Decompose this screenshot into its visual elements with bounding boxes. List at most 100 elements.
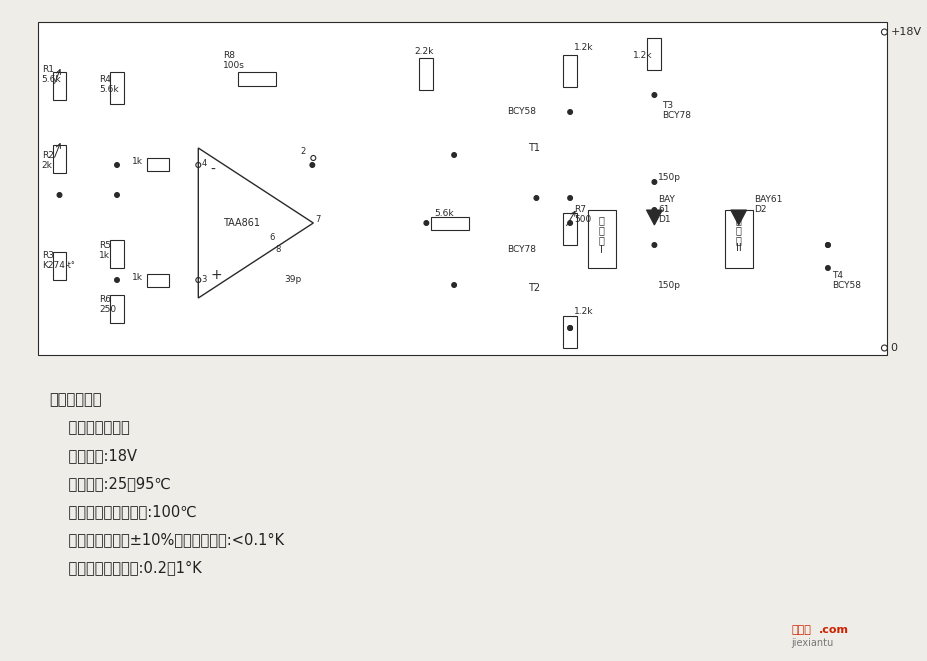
Text: 150p: 150p <box>657 280 680 290</box>
Text: 可调整的静止区域:0.2～1°K: 可调整的静止区域:0.2～1°K <box>49 561 201 576</box>
Text: T1: T1 <box>527 143 540 153</box>
Text: 选给定温度。: 选给定温度。 <box>49 393 102 407</box>
Bar <box>588 210 616 268</box>
Bar <box>110 72 124 104</box>
Circle shape <box>451 153 456 157</box>
Bar <box>563 213 577 245</box>
Bar <box>146 158 169 171</box>
Text: 61: 61 <box>657 206 669 215</box>
Circle shape <box>451 283 456 288</box>
Text: 5.6k: 5.6k <box>434 208 453 217</box>
Text: .com: .com <box>819 625 848 635</box>
Text: 250: 250 <box>99 305 116 315</box>
Polygon shape <box>198 148 313 298</box>
Text: R8: R8 <box>222 50 235 59</box>
Text: D2: D2 <box>754 206 767 215</box>
Text: T2: T2 <box>527 283 540 293</box>
Text: 39p: 39p <box>285 276 301 284</box>
Circle shape <box>115 193 120 197</box>
Text: 1k: 1k <box>132 157 143 165</box>
Text: 器: 器 <box>598 235 604 245</box>
Text: BAY: BAY <box>657 196 675 204</box>
Circle shape <box>652 208 656 212</box>
Text: 150p: 150p <box>657 173 680 182</box>
Text: BCY58: BCY58 <box>831 280 860 290</box>
Text: 5.6k: 5.6k <box>42 75 61 85</box>
Circle shape <box>567 110 572 114</box>
Bar <box>237 72 275 86</box>
Text: R2: R2 <box>42 151 54 159</box>
Bar <box>419 58 433 90</box>
Bar <box>724 210 752 268</box>
Bar <box>431 217 468 230</box>
Text: R7: R7 <box>574 206 586 215</box>
Text: 500: 500 <box>574 215 590 225</box>
Text: I: I <box>600 245 603 255</box>
Bar <box>38 22 886 355</box>
Circle shape <box>57 193 62 197</box>
Text: 2k: 2k <box>42 161 53 169</box>
Circle shape <box>652 243 656 247</box>
Polygon shape <box>646 210 662 225</box>
Text: 8: 8 <box>275 245 281 254</box>
Bar <box>563 316 577 348</box>
Text: R6: R6 <box>99 295 111 305</box>
Text: +18V: +18V <box>889 27 921 37</box>
Circle shape <box>115 278 120 282</box>
Text: 在电源电压波动±10%时的温度偏差:<0.1°K: 在电源电压波动±10%时的温度偏差:<0.1°K <box>49 533 284 547</box>
Bar <box>110 295 124 323</box>
Text: 温度范围:25～95℃: 温度范围:25～95℃ <box>49 477 171 492</box>
Text: 电: 电 <box>735 225 741 235</box>
Text: 6: 6 <box>270 233 274 243</box>
Text: K274: K274 <box>42 260 65 270</box>
Circle shape <box>825 266 830 270</box>
Text: 器: 器 <box>735 235 741 245</box>
Circle shape <box>652 180 656 184</box>
Text: 电: 电 <box>598 225 604 235</box>
Text: 100s: 100s <box>222 61 245 69</box>
Text: BCY78: BCY78 <box>506 245 535 254</box>
Text: 4: 4 <box>201 159 207 167</box>
Text: BCY78: BCY78 <box>662 110 691 120</box>
Bar <box>146 274 169 287</box>
Text: BAY61: BAY61 <box>754 196 782 204</box>
Text: R4: R4 <box>99 75 111 85</box>
Circle shape <box>115 163 120 167</box>
Text: 主要技术数据：: 主要技术数据： <box>49 420 129 436</box>
Text: 1.2k: 1.2k <box>574 44 593 52</box>
Text: II: II <box>735 243 741 253</box>
Text: -t°: -t° <box>66 260 75 270</box>
Text: 3: 3 <box>201 274 207 284</box>
Text: 1.2k: 1.2k <box>574 307 593 317</box>
Text: 1.2k: 1.2k <box>632 50 652 59</box>
Text: 插线图: 插线图 <box>791 625 810 635</box>
Text: 继: 继 <box>735 215 741 225</box>
Bar <box>53 145 67 173</box>
Text: 5.6k: 5.6k <box>99 85 119 95</box>
Text: 杭州将睽科技有限公司: 杭州将睽科技有限公司 <box>387 286 504 305</box>
Circle shape <box>534 196 538 200</box>
Bar <box>647 38 661 70</box>
Circle shape <box>825 243 830 247</box>
Bar <box>53 252 67 280</box>
Circle shape <box>424 221 428 225</box>
Polygon shape <box>730 210 746 225</box>
Bar <box>563 55 577 87</box>
Text: 2: 2 <box>300 147 305 157</box>
Circle shape <box>567 326 572 330</box>
Text: -: - <box>210 163 215 177</box>
Circle shape <box>310 163 314 167</box>
Bar <box>110 240 124 268</box>
Text: T3: T3 <box>662 100 673 110</box>
Text: 继: 继 <box>598 215 604 225</box>
Bar <box>53 72 67 100</box>
Text: T4: T4 <box>831 270 842 280</box>
Text: 7: 7 <box>315 215 321 225</box>
Text: 1k: 1k <box>132 272 143 282</box>
Text: BCY58: BCY58 <box>506 108 535 116</box>
Text: jiexiantu: jiexiantu <box>791 638 832 648</box>
Text: 0: 0 <box>889 343 896 353</box>
Text: +: + <box>210 268 222 282</box>
Circle shape <box>652 93 656 97</box>
Circle shape <box>567 196 572 200</box>
